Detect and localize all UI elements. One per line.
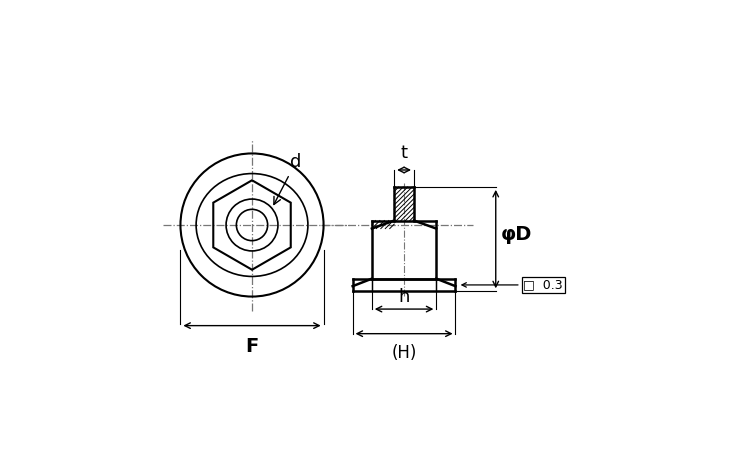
- Text: h: h: [398, 288, 410, 306]
- Text: (H): (H): [392, 343, 417, 361]
- Text: φD: φD: [501, 225, 532, 244]
- Text: t: t: [400, 144, 407, 162]
- Text: d: d: [274, 153, 302, 204]
- Text: □  0.3: □ 0.3: [524, 279, 563, 292]
- Text: F: F: [245, 337, 259, 356]
